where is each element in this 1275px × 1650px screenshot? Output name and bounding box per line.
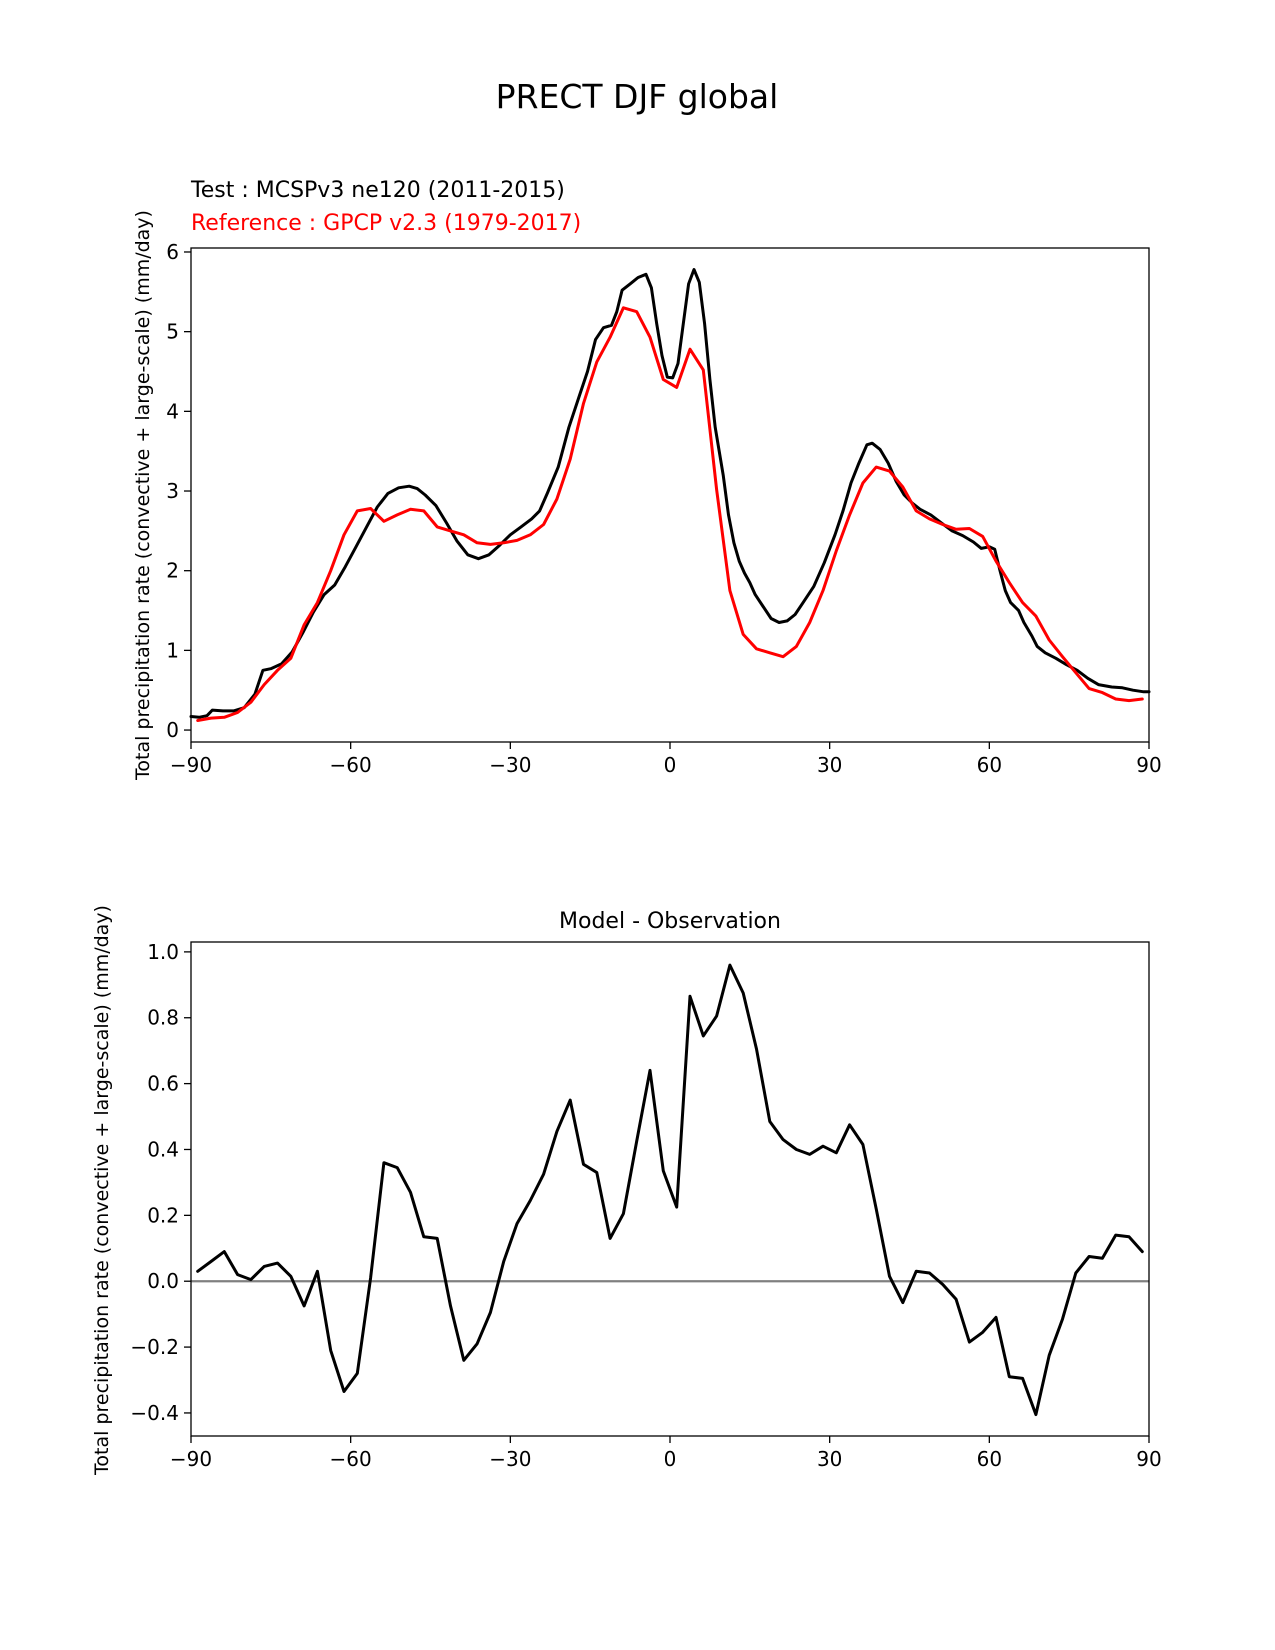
top-x-tick-label: 0 [664,753,677,777]
bottom-x-tick-label: 90 [1136,1447,1161,1471]
bottom-series-layer [196,963,1144,1417]
top-series-test [189,268,1151,719]
bottom-y-axis: −0.4 −0.2 0.0 0.2 0.4 0.6 0.8 1.0 [130,940,191,1425]
bottom-x-tick-label: −60 [330,1447,372,1471]
bottom-y-tick-label: −0.2 [130,1335,179,1359]
top-y-tick-label: 0 [166,718,179,742]
bottom-x-tick-label: −30 [489,1447,531,1471]
top-x-tick-label: −60 [330,753,372,777]
panel-test-vs-reference: Test : MCSPv3 ne120 (2011-2015) Referenc… [132,178,1162,781]
top-y-tick-label: 6 [166,240,179,264]
bottom-series-difference [196,963,1144,1417]
bottom-y-tick-label: 0.4 [147,1137,179,1161]
top-y-tick-label: 3 [166,479,179,503]
bottom-panel-title: Model - Observation [559,909,781,934]
top-x-tick-label: 30 [817,753,842,777]
bottom-y-tick-label: −0.4 [130,1401,179,1425]
bottom-y-tick-label: 0.8 [147,1006,179,1030]
bottom-x-tick-label: 30 [817,1447,842,1471]
bottom-x-axis: −90 −60 −30 0 30 60 90 [170,1436,1162,1471]
figure-title: PRECT DJF global [496,77,779,116]
bottom-x-tick-label: −90 [170,1447,212,1471]
top-y-tick-label: 2 [166,559,179,583]
top-y-axis-label: Total precipitation rate (convective + l… [132,210,154,781]
bottom-y-tick-label: 0.2 [147,1203,179,1227]
bottom-x-tick-label: 60 [977,1447,1002,1471]
bottom-x-tick-label: 0 [664,1447,677,1471]
top-y-tick-label: 1 [166,638,179,662]
top-y-axis: 0 1 2 3 4 5 6 [166,240,191,742]
top-x-axis: −90 −60 −30 0 30 60 90 [170,742,1162,777]
panel-model-minus-observation: Model - Observation −90 −60 −30 0 30 60 90 −0.… [91,905,1162,1476]
bottom-y-axis-label: Total precipitation rate (convective + l… [91,905,113,1476]
top-y-tick-label: 4 [166,399,179,423]
bottom-y-tick-label: 0.0 [147,1269,179,1293]
top-series-reference [196,306,1144,722]
top-axes-frame [190,247,1150,743]
top-series-layer [189,268,1151,722]
top-x-tick-label: 90 [1136,753,1161,777]
top-x-tick-label: 60 [977,753,1002,777]
legend-test: Test : MCSPv3 ne120 (2011-2015) [190,178,565,203]
top-x-tick-label: −30 [489,753,531,777]
top-y-tick-label: 5 [166,320,179,344]
legend-reference: Reference : GPCP v2.3 (1979-2017) [191,211,581,236]
bottom-y-tick-label: 1.0 [147,940,179,964]
top-x-tick-label: −90 [170,753,212,777]
bottom-y-tick-label: 0.6 [147,1072,179,1096]
